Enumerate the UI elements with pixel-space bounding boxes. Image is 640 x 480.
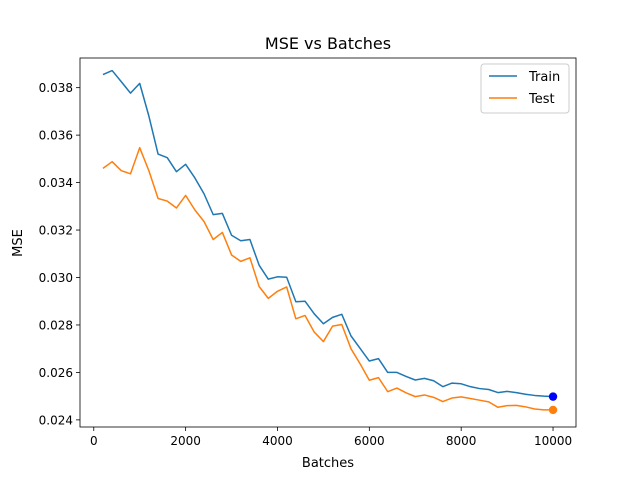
x-tick-label: 6000 [354,434,385,448]
x-tick-label: 10000 [534,434,572,448]
end-marker-train [548,392,558,401]
y-tick-label: 0.038 [39,81,73,95]
legend-label-train: Train [528,70,560,85]
chart-title: MSE vs Batches [265,34,391,53]
plot-area: 0 2000 4000 6000 8000 10000 0.024 0.026 0.028 0.0… [39,57,577,448]
x-tick-label: 4000 [262,434,293,448]
end-marker-test [548,405,558,415]
y-tick-label: 0.030 [39,271,73,285]
y-axis-label: MSE [11,229,26,257]
y-tick-label: 0.026 [39,366,73,380]
series-line-train [102,69,554,398]
y-tick-label: 0.024 [39,413,73,427]
x-axis-label: Batches [302,456,354,471]
series-line-test [102,146,554,411]
x-tick-label: 2000 [170,434,201,448]
y-tick-label: 0.032 [39,224,73,238]
axes-frame [79,57,577,428]
y-tick-label: 0.034 [39,176,73,190]
y-tick-label: 0.036 [39,129,73,143]
legend-label-test: Test [528,92,555,107]
y-tick-label: 0.028 [39,318,73,332]
x-tick-label: 8000 [446,434,477,448]
x-tick-label: 0 [90,434,98,448]
